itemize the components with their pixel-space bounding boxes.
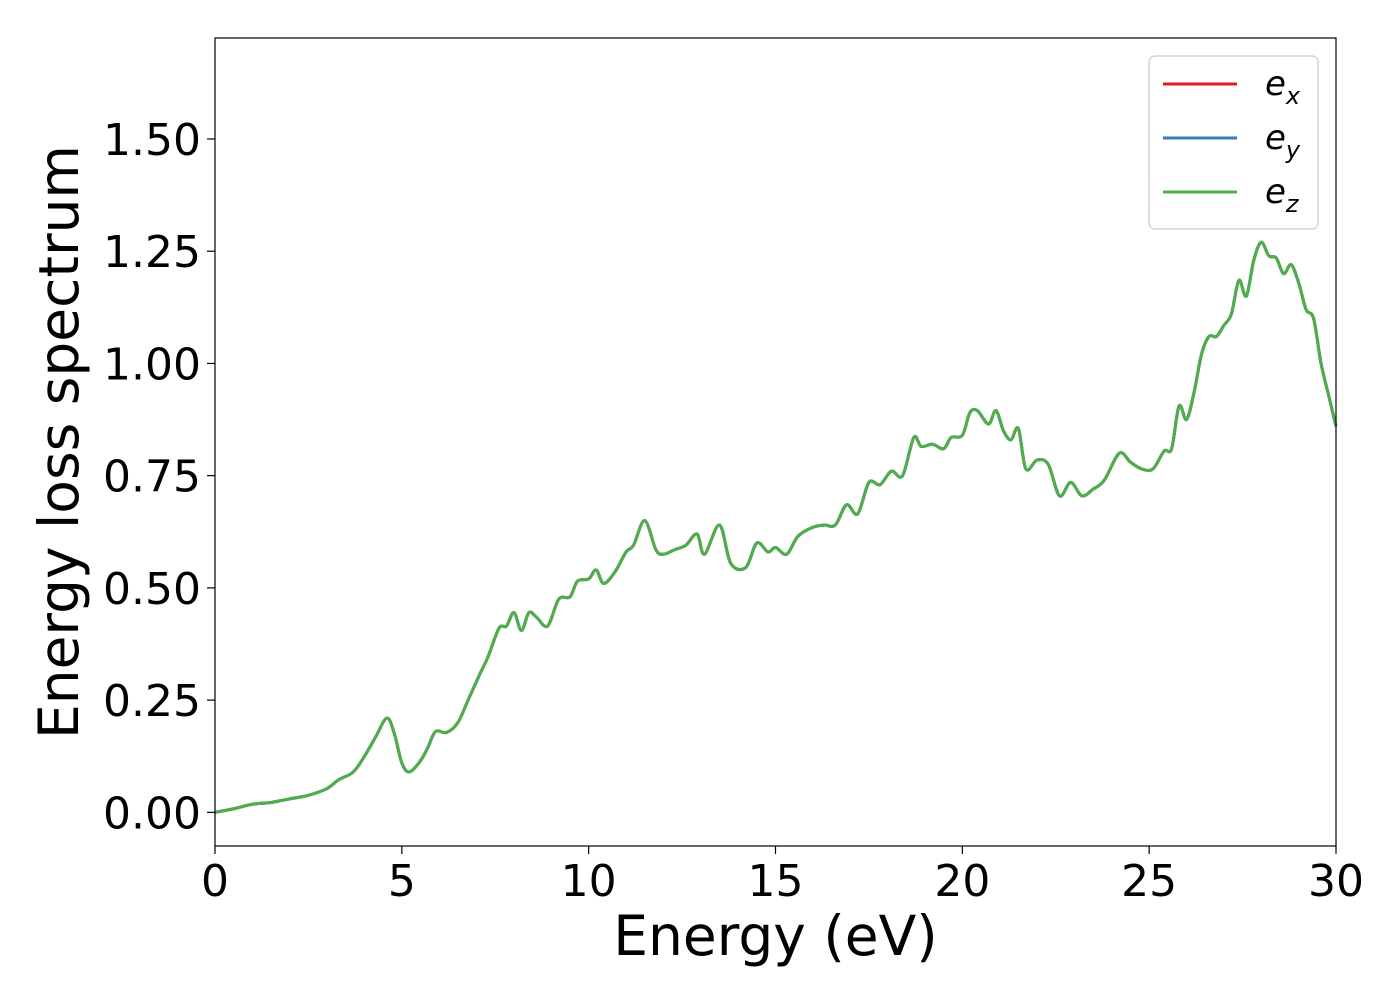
- legend-label-ez: ez: [1265, 172, 1300, 218]
- series-line-e-x: [214, 240, 1338, 814]
- x-tick-label: 0: [201, 856, 229, 907]
- x-tick-label: 10: [561, 856, 617, 907]
- series-line-e-z: [214, 240, 1338, 814]
- series-line-e-y: [214, 240, 1338, 814]
- series-layer: [214, 240, 1338, 814]
- x-axis-label: Energy (eV): [613, 904, 937, 968]
- y-tick-label: 0.50: [103, 564, 201, 615]
- legend-label-base: e: [1265, 118, 1286, 158]
- legend-label-subscript: x: [1285, 82, 1301, 110]
- y-tick-label: 0.75: [103, 452, 201, 503]
- y-tick-label: 0.00: [103, 788, 201, 839]
- y-tick-label: 1.25: [103, 227, 201, 278]
- legend-box: [1148, 55, 1319, 230]
- x-tick-label: 15: [748, 856, 804, 907]
- legend-label-ex: ex: [1265, 64, 1301, 110]
- legend-label-subscript: y: [1285, 136, 1301, 164]
- x-tick-label: 25: [1121, 856, 1177, 907]
- legend-label-ey: ey: [1265, 118, 1301, 164]
- legend-label-subscript: z: [1285, 190, 1300, 218]
- x-axis: 0 5 10 15 20 25 30: [201, 846, 1364, 907]
- y-tick-label: 1.00: [103, 339, 201, 390]
- y-tick-label: 0.25: [103, 676, 201, 727]
- legend-label-base: e: [1265, 64, 1286, 104]
- legend-label-base: e: [1265, 172, 1286, 212]
- y-axis: 0.00 0.25 0.50 0.75 1.00 1.25 1.50: [103, 115, 215, 839]
- x-tick-label: 20: [934, 856, 990, 907]
- x-tick-label: 30: [1308, 856, 1364, 907]
- x-tick-label: 5: [388, 856, 416, 907]
- y-tick-label: 1.50: [103, 115, 201, 166]
- y-axis-label: Energy loss spectrum: [27, 145, 91, 739]
